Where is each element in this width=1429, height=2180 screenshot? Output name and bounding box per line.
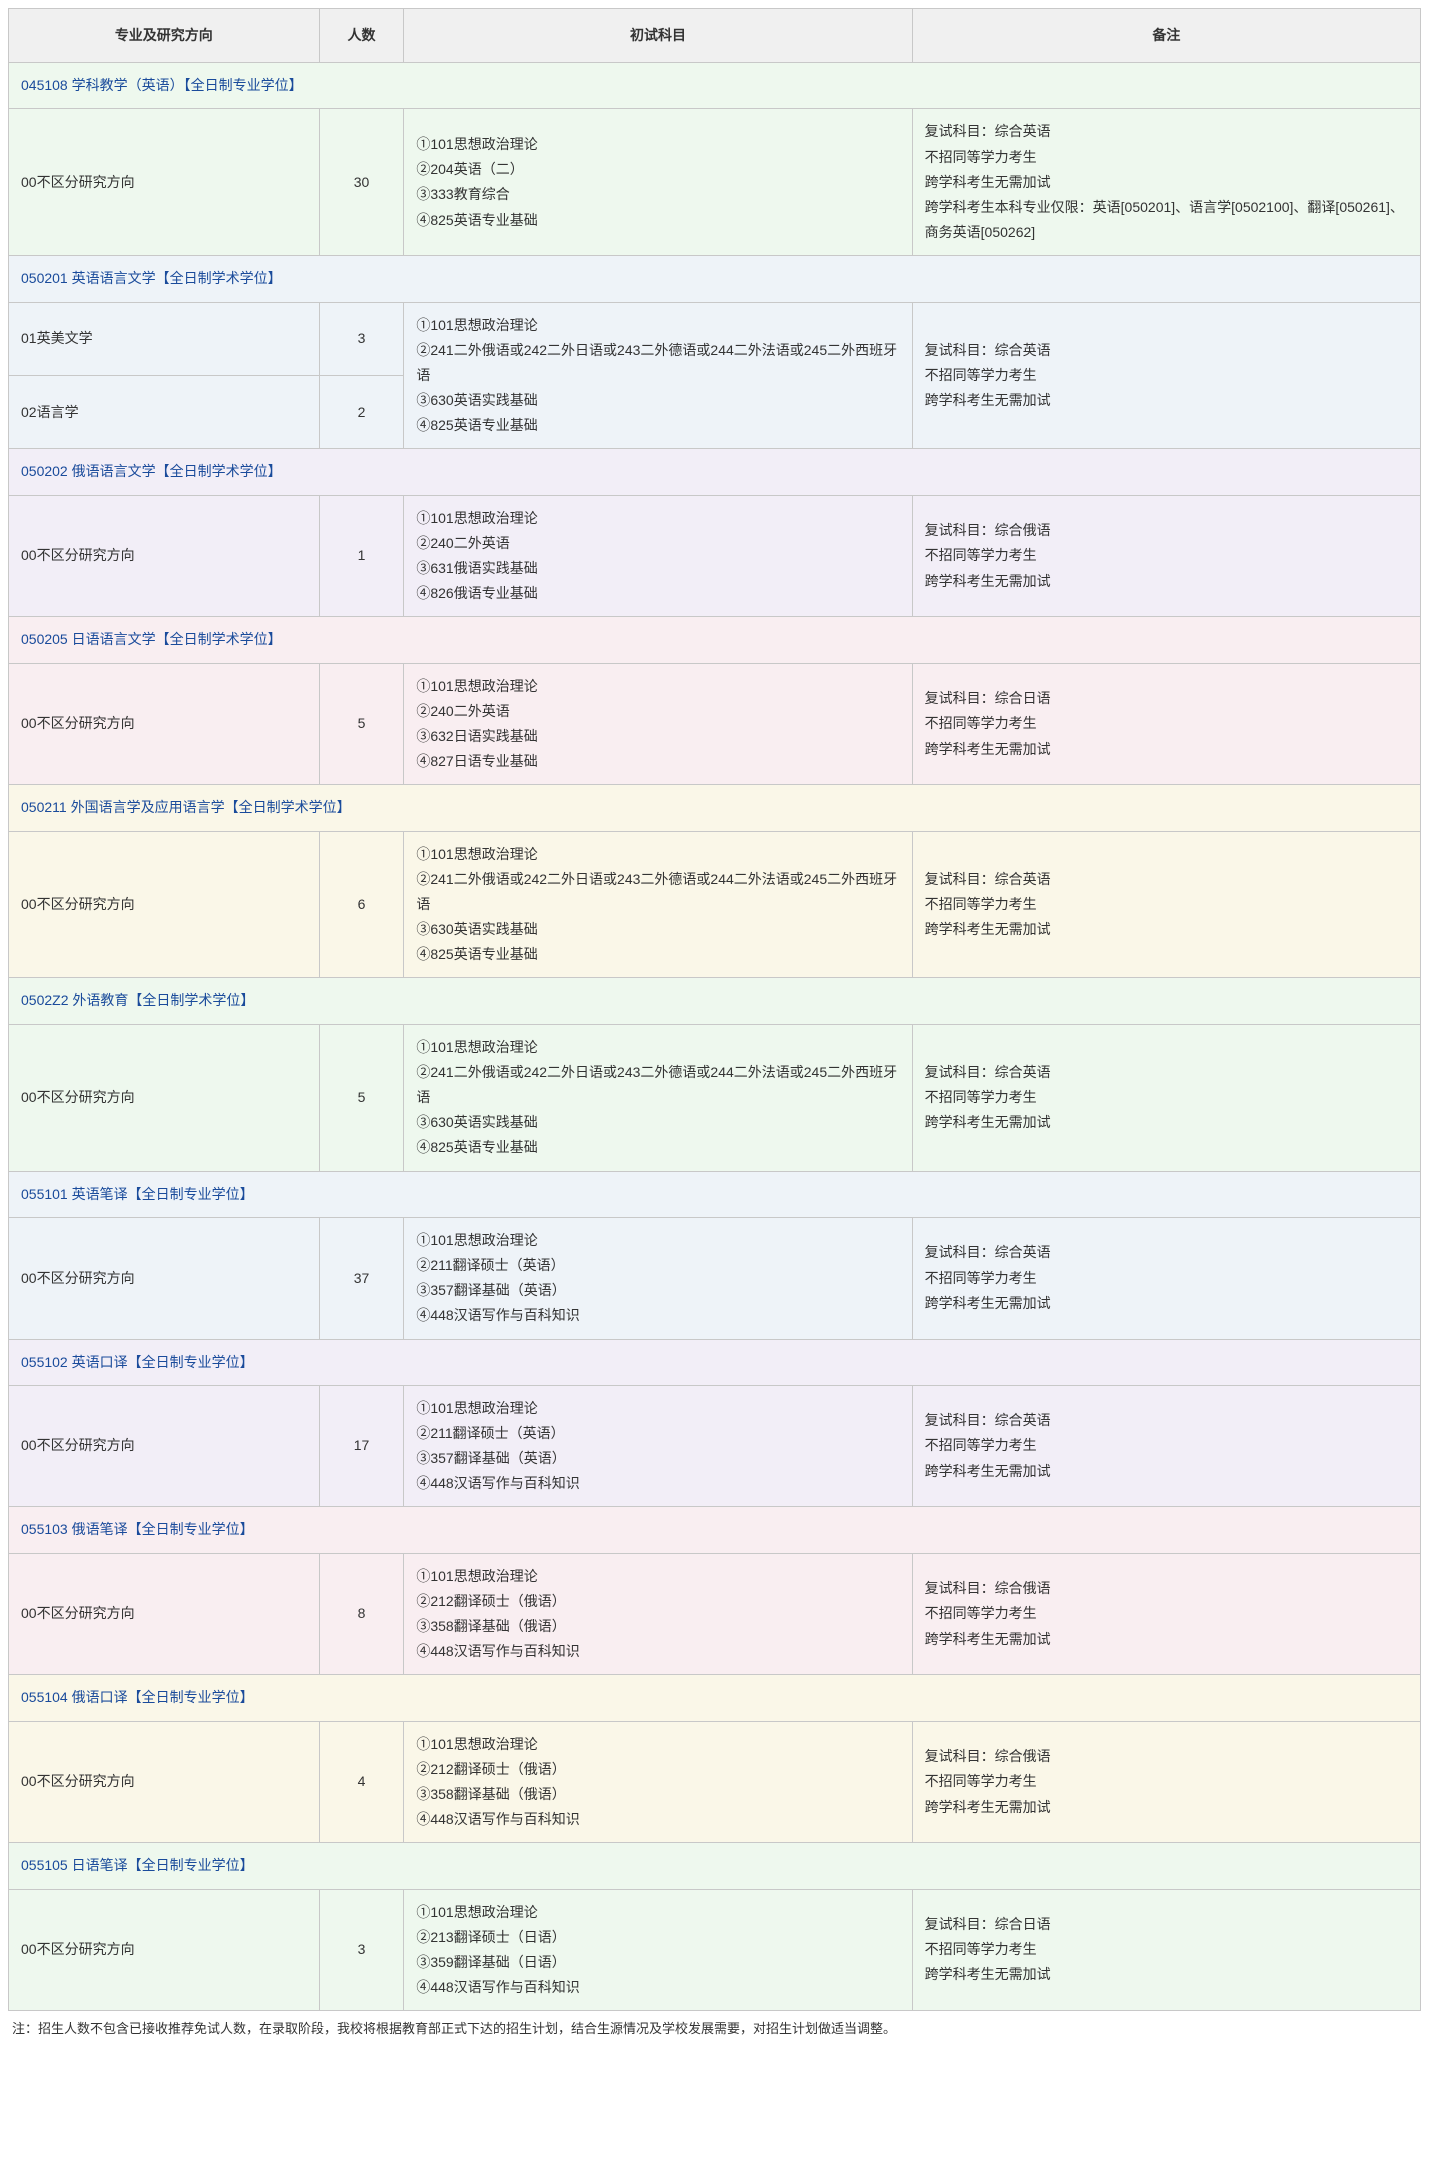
cell-major: 01英美文学 xyxy=(9,302,320,375)
section-header: 050205 日语语言文学【全日制学术学位】 xyxy=(9,617,1421,663)
header-count: 人数 xyxy=(319,9,404,63)
cell-major: 00不区分研究方向 xyxy=(9,495,320,617)
table-row: 00不区分研究方向5①101思想政治理论②241二外俄语或242二外日语或243… xyxy=(9,1024,1421,1171)
cell-count: 2 xyxy=(319,375,404,448)
cell-exam: ①101思想政治理论②212翻译硕士（俄语）③358翻译基础（俄语）④448汉语… xyxy=(404,1721,912,1843)
section-header: 050201 英语语言文学【全日制学术学位】 xyxy=(9,256,1421,302)
table-row: 00不区分研究方向5①101思想政治理论②240二外英语③632日语实践基础④8… xyxy=(9,663,1421,785)
section-title: 055104 俄语口译【全日制专业学位】 xyxy=(9,1675,1421,1721)
cell-major: 00不区分研究方向 xyxy=(9,1217,320,1339)
table-row: 00不区分研究方向30①101思想政治理论②204英语（二）③333教育综合④8… xyxy=(9,109,1421,256)
section-title: 045108 学科教学（英语）【全日制专业学位】 xyxy=(9,63,1421,109)
table-row: 00不区分研究方向6①101思想政治理论②241二外俄语或242二外日语或243… xyxy=(9,831,1421,978)
cell-exam: ①101思想政治理论②204英语（二）③333教育综合④825英语专业基础 xyxy=(404,109,912,256)
cell-notes: 复试科目：综合英语不招同等学力考生跨学科考生无需加试 xyxy=(912,1217,1420,1339)
cell-major: 00不区分研究方向 xyxy=(9,1024,320,1171)
cell-major: 00不区分研究方向 xyxy=(9,831,320,978)
cell-exam: ①101思想政治理论②213翻译硕士（日语）③359翻译基础（日语）④448汉语… xyxy=(404,1889,912,2011)
section-header: 050211 外国语言学及应用语言学【全日制学术学位】 xyxy=(9,785,1421,831)
section-title: 050205 日语语言文学【全日制学术学位】 xyxy=(9,617,1421,663)
cell-exam: ①101思想政治理论②241二外俄语或242二外日语或243二外德语或244二外… xyxy=(404,1024,912,1171)
cell-notes: 复试科目：综合英语不招同等学力考生跨学科考生无需加试 xyxy=(912,1024,1420,1171)
table-row: 00不区分研究方向8①101思想政治理论②212翻译硕士（俄语）③358翻译基础… xyxy=(9,1553,1421,1675)
section-header: 055105 日语笔译【全日制专业学位】 xyxy=(9,1843,1421,1889)
cell-exam: ①101思想政治理论②241二外俄语或242二外日语或243二外德语或244二外… xyxy=(404,302,912,449)
table-header-row: 专业及研究方向 人数 初试科目 备注 xyxy=(9,9,1421,63)
cell-count: 30 xyxy=(319,109,404,256)
section-header: 045108 学科教学（英语）【全日制专业学位】 xyxy=(9,63,1421,109)
table-row: 01英美文学3①101思想政治理论②241二外俄语或242二外日语或243二外德… xyxy=(9,302,1421,375)
cell-major: 00不区分研究方向 xyxy=(9,1721,320,1843)
section-header: 055103 俄语笔译【全日制专业学位】 xyxy=(9,1507,1421,1553)
cell-major: 00不区分研究方向 xyxy=(9,1553,320,1675)
section-title: 055102 英语口译【全日制专业学位】 xyxy=(9,1339,1421,1385)
cell-count: 6 xyxy=(319,831,404,978)
cell-notes: 复试科目：综合俄语不招同等学力考生跨学科考生无需加试 xyxy=(912,1721,1420,1843)
table-row: 00不区分研究方向37①101思想政治理论②211翻译硕士（英语）③357翻译基… xyxy=(9,1217,1421,1339)
cell-major: 00不区分研究方向 xyxy=(9,663,320,785)
cell-count: 1 xyxy=(319,495,404,617)
table-row: 00不区分研究方向1①101思想政治理论②240二外英语③631俄语实践基础④8… xyxy=(9,495,1421,617)
cell-major: 00不区分研究方向 xyxy=(9,1385,320,1507)
cell-count: 8 xyxy=(319,1553,404,1675)
cell-count: 4 xyxy=(319,1721,404,1843)
cell-notes: 复试科目：综合日语不招同等学力考生跨学科考生无需加试 xyxy=(912,1889,1420,2011)
cell-notes: 复试科目：综合日语不招同等学力考生跨学科考生无需加试 xyxy=(912,663,1420,785)
cell-count: 5 xyxy=(319,1024,404,1171)
cell-exam: ①101思想政治理论②211翻译硕士（英语）③357翻译基础（英语）④448汉语… xyxy=(404,1217,912,1339)
header-notes: 备注 xyxy=(912,9,1420,63)
section-header: 055101 英语笔译【全日制专业学位】 xyxy=(9,1171,1421,1217)
table-row: 00不区分研究方向4①101思想政治理论②212翻译硕士（俄语）③358翻译基础… xyxy=(9,1721,1421,1843)
cell-notes: 复试科目：综合英语不招同等学力考生跨学科考生无需加试 xyxy=(912,1385,1420,1507)
cell-count: 3 xyxy=(319,1889,404,2011)
section-header: 0502Z2 外语教育【全日制学术学位】 xyxy=(9,978,1421,1024)
cell-major: 00不区分研究方向 xyxy=(9,1889,320,2011)
header-major: 专业及研究方向 xyxy=(9,9,320,63)
admissions-table: 专业及研究方向 人数 初试科目 备注 045108 学科教学（英语）【全日制专业… xyxy=(8,8,1421,2011)
cell-exam: ①101思想政治理论②240二外英语③631俄语实践基础④826俄语专业基础 xyxy=(404,495,912,617)
cell-notes: 复试科目：综合俄语不招同等学力考生跨学科考生无需加试 xyxy=(912,495,1420,617)
cell-exam: ①101思想政治理论②240二外英语③632日语实践基础④827日语专业基础 xyxy=(404,663,912,785)
cell-major: 02语言学 xyxy=(9,375,320,448)
section-header: 050202 俄语语言文学【全日制学术学位】 xyxy=(9,449,1421,495)
table-row: 00不区分研究方向17①101思想政治理论②211翻译硕士（英语）③357翻译基… xyxy=(9,1385,1421,1507)
section-title: 0502Z2 外语教育【全日制学术学位】 xyxy=(9,978,1421,1024)
cell-notes: 复试科目：综合英语不招同等学力考生跨学科考生无需加试 xyxy=(912,302,1420,449)
section-title: 050211 外国语言学及应用语言学【全日制学术学位】 xyxy=(9,785,1421,831)
section-title: 050202 俄语语言文学【全日制学术学位】 xyxy=(9,449,1421,495)
cell-notes: 复试科目：综合英语不招同等学力考生跨学科考生无需加试 xyxy=(912,831,1420,978)
section-title: 055103 俄语笔译【全日制专业学位】 xyxy=(9,1507,1421,1553)
cell-major: 00不区分研究方向 xyxy=(9,109,320,256)
section-title: 055105 日语笔译【全日制专业学位】 xyxy=(9,1843,1421,1889)
section-header: 055102 英语口译【全日制专业学位】 xyxy=(9,1339,1421,1385)
section-title: 055101 英语笔译【全日制专业学位】 xyxy=(9,1171,1421,1217)
cell-count: 3 xyxy=(319,302,404,375)
cell-count: 37 xyxy=(319,1217,404,1339)
table-row: 00不区分研究方向3①101思想政治理论②213翻译硕士（日语）③359翻译基础… xyxy=(9,1889,1421,2011)
cell-exam: ①101思想政治理论②211翻译硕士（英语）③357翻译基础（英语）④448汉语… xyxy=(404,1385,912,1507)
cell-exam: ①101思想政治理论②241二外俄语或242二外日语或243二外德语或244二外… xyxy=(404,831,912,978)
cell-count: 17 xyxy=(319,1385,404,1507)
cell-notes: 复试科目：综合英语不招同等学力考生跨学科考生无需加试跨学科考生本科专业仅限：英语… xyxy=(912,109,1420,256)
cell-count: 5 xyxy=(319,663,404,785)
section-title: 050201 英语语言文学【全日制学术学位】 xyxy=(9,256,1421,302)
cell-exam: ①101思想政治理论②212翻译硕士（俄语）③358翻译基础（俄语）④448汉语… xyxy=(404,1553,912,1675)
table-body: 045108 学科教学（英语）【全日制专业学位】00不区分研究方向30①101思… xyxy=(9,63,1421,2011)
cell-notes: 复试科目：综合俄语不招同等学力考生跨学科考生无需加试 xyxy=(912,1553,1420,1675)
footnote: 注：招生人数不包含已接收推荐免试人数，在录取阶段，我校将根据教育部正式下达的招生… xyxy=(8,2011,1421,2040)
header-exam: 初试科目 xyxy=(404,9,912,63)
section-header: 055104 俄语口译【全日制专业学位】 xyxy=(9,1675,1421,1721)
